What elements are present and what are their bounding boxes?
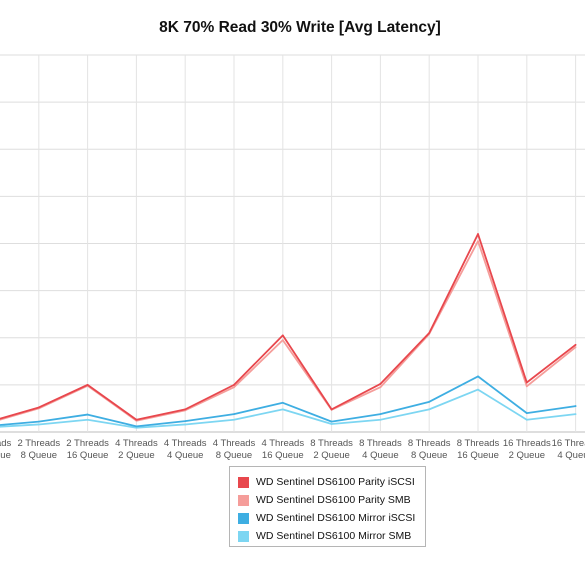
x-tick-label: 8 Queue — [21, 450, 57, 461]
data-point — [574, 413, 577, 415]
data-point — [86, 383, 89, 386]
x-tick-label: 16 Threads — [552, 438, 585, 449]
x-tick-label: 8 Threads — [359, 438, 402, 449]
data-point — [86, 418, 89, 421]
data-point — [525, 385, 528, 388]
data-point — [574, 405, 577, 407]
data-point — [135, 418, 138, 421]
data-point — [428, 400, 431, 403]
x-tick-label: 2 Queue — [509, 450, 545, 461]
series-lines — [0, 233, 577, 429]
data-point — [379, 386, 382, 389]
x-tick-label: 16 Queue — [67, 450, 109, 461]
data-point — [379, 383, 382, 385]
x-tick-label: 16 Queue — [0, 450, 11, 461]
x-tick-label: 8 Threads — [408, 438, 451, 449]
data-point — [428, 408, 431, 411]
x-tick-label: 8 Threads — [310, 438, 353, 449]
legend-swatch — [238, 476, 249, 488]
legend-label: WD Sentinel DS6100 Parity SMB — [256, 494, 411, 506]
data-point — [330, 423, 333, 425]
data-point — [281, 408, 284, 411]
legend-swatch — [238, 530, 249, 542]
x-tick-label: 16 Threads — [503, 438, 551, 449]
data-point — [281, 334, 284, 337]
chart-title: 8K 70% Read 30% Write [Avg Latency] — [159, 19, 441, 36]
data-point — [37, 423, 40, 426]
x-tick-label: 8 Queue — [411, 450, 447, 461]
legend-item: WD Sentinel DS6100 Parity iSCSI — [238, 473, 425, 491]
data-point — [37, 420, 40, 423]
legend-swatch — [238, 494, 249, 506]
data-point — [184, 423, 187, 426]
data-point — [379, 418, 382, 421]
data-point — [525, 418, 528, 421]
data-point — [281, 401, 284, 404]
x-tick-label: 8 Queue — [216, 450, 252, 461]
x-tick-label: 2 Queue — [118, 450, 154, 461]
data-point — [233, 418, 235, 421]
grid — [0, 54, 585, 433]
legend-item: WD Sentinel DS6100 Mirror iSCSI — [238, 509, 425, 527]
data-point — [525, 381, 528, 384]
x-tick-label: 2 Queue — [313, 450, 349, 461]
x-tick-label: 4 Queue — [362, 450, 398, 461]
series-line — [0, 375, 576, 428]
data-point — [86, 413, 89, 416]
legend-label: WD Sentinel DS6100 Mirror SMB — [256, 530, 412, 542]
data-point — [233, 413, 235, 415]
data-point — [477, 375, 479, 378]
data-point — [379, 413, 382, 415]
data-point — [233, 383, 235, 386]
x-tick-label: 2 Threads — [17, 438, 60, 449]
x-tick-label: 4 Queue — [557, 450, 585, 461]
data-point — [37, 406, 40, 409]
data-point — [135, 425, 138, 428]
x-tick-label: 2 Threads — [66, 438, 109, 449]
data-point — [330, 408, 333, 411]
x-tick-label: 4 Threads — [261, 438, 304, 449]
data-point — [477, 388, 479, 391]
x-tick-label: 1 Threads — [0, 438, 12, 449]
legend-label: WD Sentinel DS6100 Mirror iSCSI — [256, 512, 416, 524]
data-point — [477, 240, 479, 243]
series-line — [0, 233, 577, 421]
data-point — [330, 420, 333, 423]
data-point — [281, 339, 284, 342]
legend-item: WD Sentinel DS6100 Parity SMB — [238, 491, 425, 509]
data-point — [525, 412, 528, 415]
data-point — [477, 233, 479, 235]
x-tick-label: 16 Queue — [457, 450, 499, 461]
x-tick-label: 8 Threads — [457, 438, 500, 449]
x-tick-label: 4 Threads — [213, 438, 256, 449]
x-tick-label: 4 Threads — [115, 438, 158, 449]
legend-swatch — [238, 512, 249, 524]
legend: WD Sentinel DS6100 Parity iSCSI WD Sentin… — [229, 466, 426, 547]
data-point — [233, 386, 235, 389]
x-tick-label: 4 Queue — [167, 450, 203, 461]
data-point — [184, 420, 187, 423]
series-line — [0, 388, 576, 429]
x-tick-label: 16 Queue — [262, 450, 304, 461]
data-point — [574, 346, 577, 349]
legend-label: WD Sentinel DS6100 Parity iSCSI — [256, 476, 415, 488]
data-point — [184, 408, 187, 411]
data-point — [428, 332, 431, 334]
data-point — [135, 426, 138, 429]
x-tick-label: 4 Threads — [164, 438, 207, 449]
data-point — [574, 343, 577, 346]
legend-item: WD Sentinel DS6100 Mirror SMB — [238, 527, 425, 545]
